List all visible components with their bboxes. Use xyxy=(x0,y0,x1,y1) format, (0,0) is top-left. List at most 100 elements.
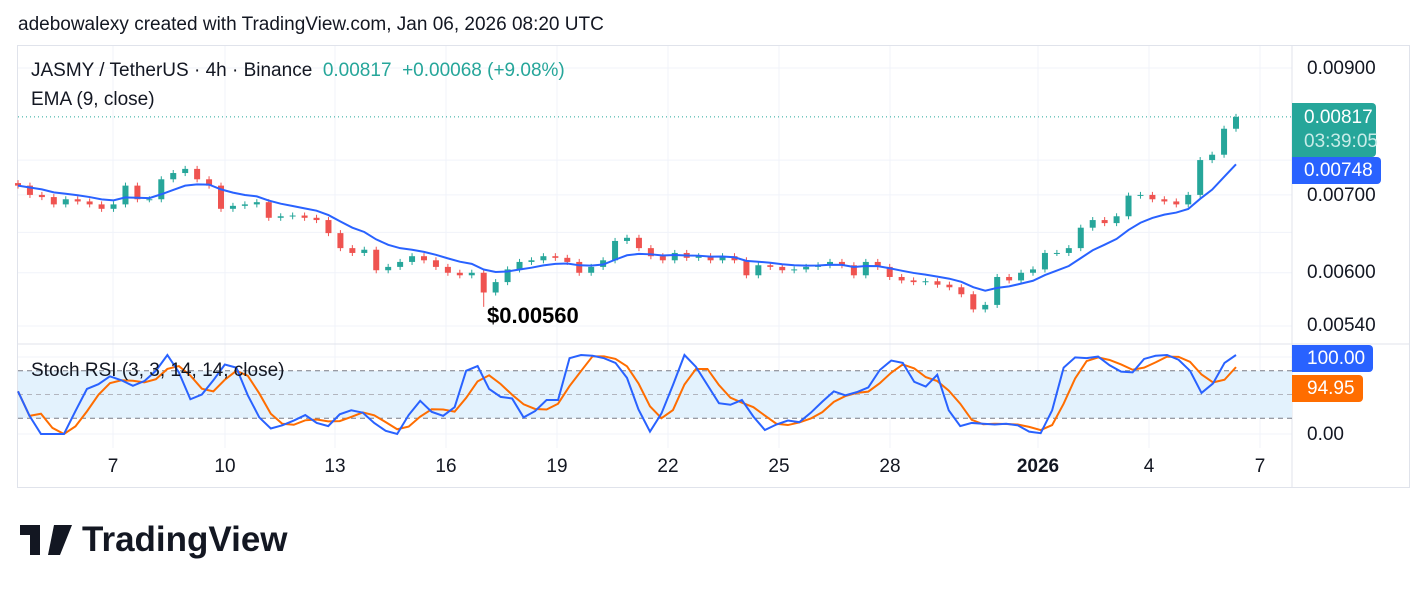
d-tag: 94.95 xyxy=(1292,375,1363,402)
candle-body xyxy=(421,256,427,261)
candle-body xyxy=(1065,248,1072,253)
date-tick: 13 xyxy=(324,456,346,477)
candle-body xyxy=(779,266,786,271)
candle-body xyxy=(707,256,714,261)
candle-body xyxy=(492,282,499,293)
ema-line xyxy=(17,163,1237,292)
candle-body xyxy=(1173,201,1180,205)
date-tick: 4 xyxy=(1143,456,1155,477)
candle-body xyxy=(86,201,93,205)
candle-body xyxy=(576,261,583,273)
last-price-tag-value: 0.00817 xyxy=(1304,107,1373,128)
candle-body xyxy=(110,204,117,209)
price-change: +0.00068 (+9.08%) xyxy=(402,60,565,81)
candle-body xyxy=(504,269,511,283)
candle-body xyxy=(1053,252,1060,254)
candle-body xyxy=(862,261,869,276)
candle-body xyxy=(695,256,702,258)
candle-body xyxy=(516,261,523,270)
candle-body xyxy=(910,280,917,283)
candle-body xyxy=(385,266,392,271)
candle-body xyxy=(432,260,439,267)
candle-body xyxy=(301,215,308,218)
candle-body xyxy=(540,256,547,261)
candle-body xyxy=(241,204,248,206)
candle-body xyxy=(480,272,487,293)
candle-body xyxy=(38,194,45,198)
candle-body xyxy=(98,204,105,209)
candle-body xyxy=(62,199,69,205)
candle-body xyxy=(982,304,989,310)
candle-body xyxy=(1006,276,1013,281)
candle-body xyxy=(134,185,141,200)
candle-body xyxy=(659,256,666,261)
candle-body xyxy=(743,260,750,276)
candle-body xyxy=(791,269,798,271)
candle-body xyxy=(74,199,81,202)
date-tick: 19 xyxy=(546,456,568,477)
candle-body xyxy=(1113,216,1120,224)
candle-body xyxy=(671,252,678,261)
candle-body xyxy=(409,256,416,262)
date-tick: 7 xyxy=(107,456,119,477)
candle-body xyxy=(253,202,260,205)
candle-body xyxy=(50,197,57,205)
candle-body xyxy=(1149,194,1156,200)
candle-body xyxy=(838,261,845,266)
candle-body xyxy=(1018,272,1025,281)
candle-body xyxy=(564,257,571,262)
candle-body xyxy=(922,281,929,283)
last-price: 0.00817 xyxy=(322,60,392,81)
logo-text: TradingView xyxy=(82,520,288,559)
candle-body xyxy=(803,266,810,270)
candle-body xyxy=(994,276,1001,305)
candle-body xyxy=(635,237,642,249)
candle-body xyxy=(289,215,296,217)
candle-body xyxy=(444,266,451,273)
candle-body xyxy=(146,199,153,201)
candle-body xyxy=(397,261,404,267)
candle-body xyxy=(1221,128,1228,155)
ema-legend: EMA (9, close) xyxy=(31,89,155,110)
last-price-tag: 0.00817 03:39:05 xyxy=(1292,103,1378,157)
low-annotation: $0.00560 xyxy=(487,303,579,328)
candle-body xyxy=(934,281,941,285)
candle-body xyxy=(313,217,320,221)
date-tick: 22 xyxy=(657,456,679,477)
date-tick: 25 xyxy=(768,456,790,477)
countdown: 03:39:05 xyxy=(1304,131,1378,152)
candle-body xyxy=(1077,227,1084,249)
stoch-k-line xyxy=(17,353,1237,436)
candle-body xyxy=(456,272,463,276)
candle-body xyxy=(373,249,380,271)
tradingview-logo-icon xyxy=(20,525,72,555)
candle-body xyxy=(206,179,213,186)
candle-body xyxy=(946,284,953,288)
stoch-d-line xyxy=(17,355,1237,436)
candle-body xyxy=(719,256,726,261)
candle-body xyxy=(1233,116,1239,129)
stoch-tick: 0.00 xyxy=(1307,424,1344,445)
date-tick: 7 xyxy=(1254,456,1266,477)
candle-body xyxy=(647,248,654,257)
chart-frame xyxy=(17,45,1410,488)
candle-body xyxy=(468,272,475,276)
price-tick: 0.00900 xyxy=(1307,58,1376,79)
candle-body xyxy=(194,168,201,180)
candle-body xyxy=(552,256,559,258)
candle-body xyxy=(624,237,630,241)
date-tick: 2026 xyxy=(1016,456,1060,477)
candle-body xyxy=(874,261,881,267)
candle-body xyxy=(1197,160,1204,195)
candle-body xyxy=(755,265,762,276)
candle-body xyxy=(1209,154,1216,161)
candle-body xyxy=(588,266,595,273)
price-tick: 0.00700 xyxy=(1307,185,1376,206)
candle-body xyxy=(1185,194,1192,205)
tradingview-logo: TradingView xyxy=(20,520,288,560)
candle-body xyxy=(361,249,368,253)
price-tick: 0.00540 xyxy=(1307,315,1376,336)
candle-body xyxy=(325,220,332,234)
